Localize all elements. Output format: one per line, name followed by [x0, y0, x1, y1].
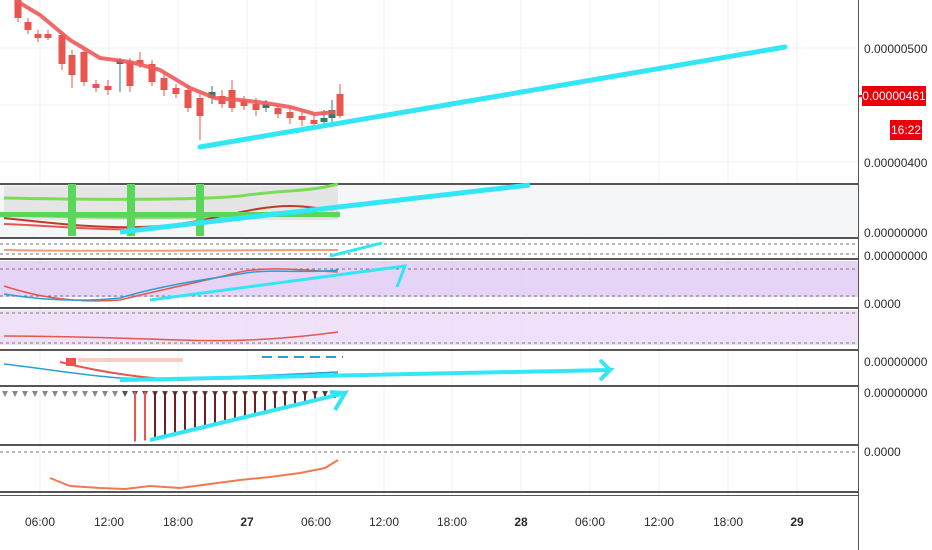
candle-body — [14, 0, 22, 18]
histogram-marker — [22, 391, 28, 397]
candle-body — [298, 116, 306, 120]
momentum-pane — [3, 241, 383, 258]
time-label-day: 28 — [514, 515, 528, 529]
time-label-day: 27 — [240, 515, 254, 529]
candle-body — [274, 108, 282, 114]
histogram-pane — [2, 389, 350, 442]
candle-body — [160, 78, 168, 90]
candle-body — [310, 120, 318, 124]
candle-body — [104, 86, 112, 90]
time-label-day: 29 — [790, 515, 804, 529]
candle-body — [320, 118, 328, 122]
horizontal-grid — [0, 47, 858, 163]
rsi-band — [0, 261, 858, 297]
candle-body — [172, 88, 180, 94]
current-price-tag: 0.00000461 — [862, 86, 926, 106]
time-label: 12:00 — [643, 515, 675, 529]
trend-pane — [3, 356, 615, 382]
time-label: 18:00 — [162, 515, 194, 529]
countdown-tag: 16:22 — [890, 120, 922, 140]
indicator-label-2: 0.00000000 — [864, 249, 928, 263]
time-label: 12:00 — [368, 515, 400, 529]
bollinger-pane — [0, 182, 531, 236]
candle-body — [58, 35, 66, 64]
candle-body — [80, 52, 88, 82]
indicator-label-1: 0.00000000 — [864, 226, 928, 240]
trendline-main[interactable] — [197, 44, 788, 150]
histogram-marker — [92, 391, 98, 397]
candle-body — [34, 34, 42, 38]
candle-body — [336, 94, 344, 116]
histogram-marker — [32, 391, 38, 397]
histogram-marker — [72, 391, 78, 397]
candle-body — [126, 62, 134, 86]
candle-body — [136, 60, 144, 64]
time-label: 06:00 — [24, 515, 56, 529]
histogram-marker — [2, 391, 8, 397]
candle-body — [68, 55, 76, 75]
pane-separators — [0, 183, 858, 493]
candle-body — [262, 104, 270, 108]
time-label: 18:00 — [436, 515, 468, 529]
dashed-levels — [0, 243, 858, 453]
moving-average-line — [13, 0, 336, 117]
time-label: 06:00 — [300, 515, 332, 529]
histogram-trendline — [149, 389, 350, 442]
candle-body — [240, 100, 248, 106]
candle-body — [92, 84, 100, 88]
histogram-marker — [62, 391, 68, 397]
candle-body — [252, 104, 260, 110]
stochastic-pane — [3, 331, 339, 342]
histogram-marker — [102, 391, 108, 397]
indicator-label-6: 0.0000 — [864, 445, 901, 459]
histogram-marker — [52, 391, 58, 397]
histogram-marker — [122, 391, 128, 397]
indicator-label-4: 0.00000000 — [864, 355, 928, 369]
histogram-marker — [42, 391, 48, 397]
price-label-low: 0.00000400 — [864, 156, 928, 170]
histogram-marker — [112, 391, 118, 397]
stoch-band — [0, 310, 858, 345]
indicator-label-5: 0.00000000 — [864, 386, 928, 400]
histogram-marker — [82, 391, 88, 397]
candle-body — [286, 112, 294, 118]
time-label: 18:00 — [712, 515, 744, 529]
candle-body — [24, 22, 32, 30]
time-label: 06:00 — [574, 515, 606, 529]
time-label: 12:00 — [93, 515, 125, 529]
candle-body — [184, 90, 192, 108]
candlestick-series[interactable] — [14, 0, 344, 140]
candle-body — [148, 64, 156, 82]
price-label-high: 0.00000500 — [864, 42, 928, 56]
indicator-label-3: 0.0000 — [864, 297, 901, 311]
rsi-pane — [3, 264, 408, 302]
candle-body — [196, 98, 204, 116]
histogram-marker — [12, 391, 18, 397]
candle-body — [44, 34, 52, 38]
oscillator-line — [49, 459, 339, 491]
